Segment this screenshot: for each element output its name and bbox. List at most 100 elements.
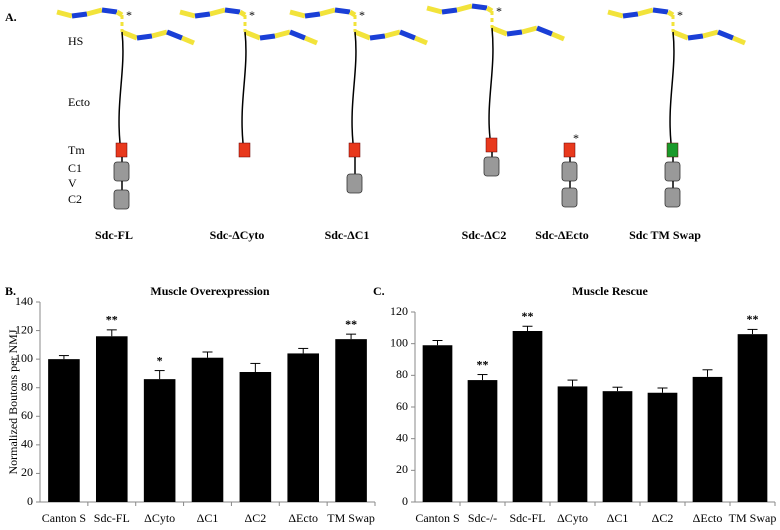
stalk [118,31,124,144]
hs-chain [334,7,351,15]
hs-chain [399,29,416,41]
hs-chain [101,7,118,15]
bar [239,372,272,502]
construct-name: Sdc-ΔCyto [210,228,265,242]
hs-chain [121,29,138,41]
y-tick-label: 0 [402,494,408,508]
hs-chain [244,29,261,41]
x-tick-label: TM Swap [729,511,777,525]
hs-chain [304,35,318,46]
bar [143,379,176,502]
cyto-domain [664,161,681,182]
domain-label: Ecto [68,95,90,109]
hs-chain [506,29,523,37]
tm-domain [666,142,679,158]
bar [191,357,224,502]
hs-chain [607,9,624,19]
hs-chain [224,7,241,15]
y-tick-label: 40 [21,437,33,451]
bar [48,359,80,502]
hs-chain [652,7,669,15]
domain-label: V [68,176,77,190]
y-tick-label: 100 [15,351,33,365]
construct-marker: * [359,8,365,22]
x-tick-label: ΔC2 [652,511,674,525]
chart-title: Muscle Rescue [572,284,648,298]
y-tick-label: 60 [21,408,33,422]
bar [95,336,128,502]
tm-domain [238,142,251,158]
hs-chain [687,33,704,41]
chart-title: Muscle Overexpression [150,284,270,298]
hs-chain [456,3,473,13]
hs-chain [732,35,746,46]
hs-chain [319,7,336,17]
hs-chain [702,29,719,39]
hs-chain [491,25,508,37]
stalk [241,31,247,144]
hs-chain [354,29,371,41]
construct-marker: * [249,8,255,22]
hs-chain [86,7,103,17]
hs-chain [115,9,124,18]
hs-chain [348,9,357,18]
hs-chain [384,29,401,39]
x-tick-label: ΔCyto [144,511,175,525]
hs-chain [274,29,291,39]
panel-label: C. [373,284,385,298]
construct-marker: * [573,131,579,145]
significance: ** [106,313,118,327]
x-tick-label: ΔEcto [693,511,723,525]
hs-chain [181,35,195,46]
bar [335,339,367,502]
construct-name: Sdc-ΔC2 [462,228,507,242]
x-tick-label: Canton S [415,511,459,525]
y-tick-label: 120 [15,322,33,336]
hs-chain [166,29,183,41]
tm-domain [563,142,576,158]
cyto-domain [113,161,130,182]
panel-label: A. [5,10,17,24]
x-tick-label: TM Swap [327,511,375,525]
hs-chain [622,11,639,19]
hs-chain [194,11,211,19]
bar [557,386,588,502]
tm-domain [348,142,361,158]
bar [737,334,768,502]
bar [512,331,543,502]
panel-label: B. [5,284,16,298]
bar [467,380,498,502]
y-tick-label: 0 [27,494,33,508]
y-tick-label: 80 [21,379,33,393]
hs-chain [717,29,734,41]
bar [692,376,723,502]
hs-chain [441,7,458,15]
construct-marker: * [496,4,502,18]
x-tick-label: Canton S [42,511,86,525]
hs-chain [259,33,276,41]
hs-chain [551,31,565,42]
hs-chain [289,29,306,41]
bar [422,345,453,502]
hs-chain [666,9,675,18]
stalk [669,31,675,144]
x-tick-label: Sdc-FL [94,511,130,525]
hs-chain [414,35,428,46]
significance: ** [477,357,489,371]
significance: * [157,353,163,367]
construct-marker: * [677,8,683,22]
construct-name: Sdc-FL [95,228,133,242]
x-tick-label: Sdc-/- [468,511,497,525]
tm-domain [485,137,498,153]
cyto-domain [113,189,130,210]
cyto-domain [561,187,578,208]
y-axis-label: Normalized Boutons per NMJ [6,329,20,474]
cyto-domain [483,156,500,177]
hs-chain [672,29,689,41]
y-tick-label: 100 [390,335,408,349]
construct-name: Sdc-ΔC1 [325,228,370,242]
hs-chain [289,9,306,19]
y-tick-label: 40 [396,430,408,444]
x-tick-label: ΔC1 [607,511,629,525]
